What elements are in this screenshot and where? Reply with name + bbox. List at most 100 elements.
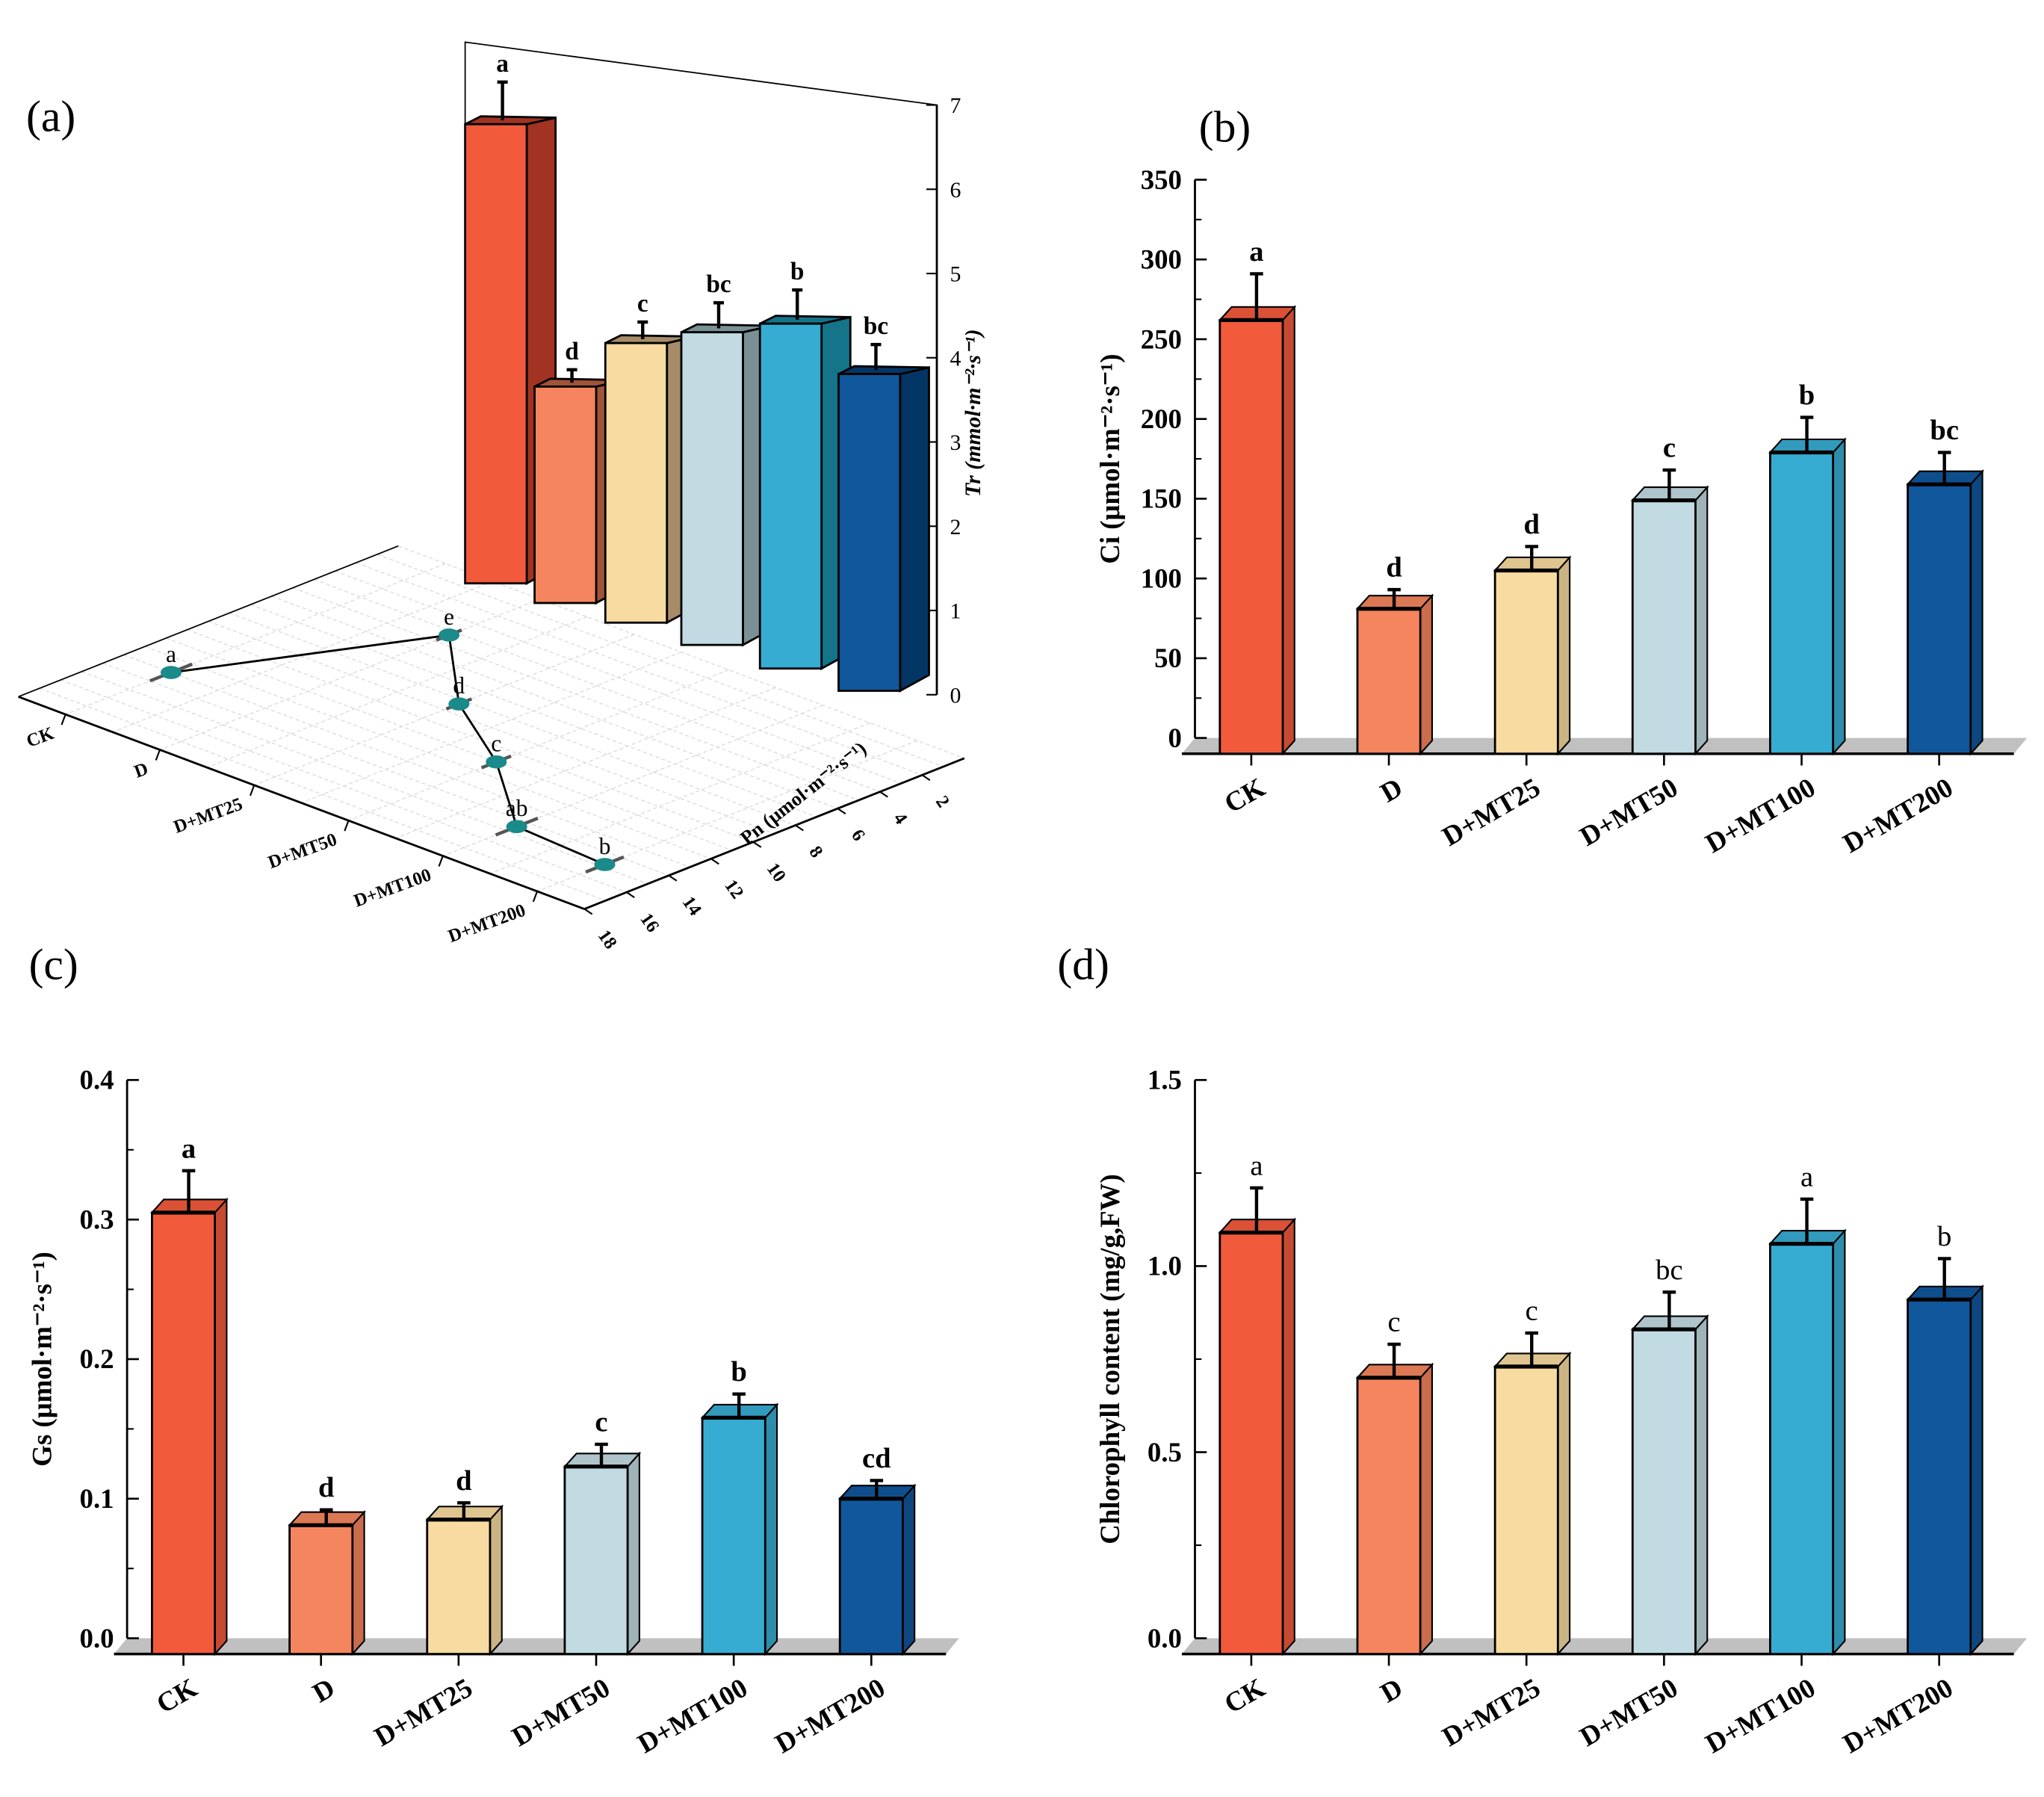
category-tick (61, 714, 66, 726)
x-tick-label: D (307, 1672, 340, 1709)
pn-tick (710, 858, 719, 865)
pn-axis-line (583, 757, 965, 910)
bar-side (1557, 1351, 1571, 1657)
significance-letter: c (491, 731, 501, 757)
pn-tick-label: 14 (678, 893, 705, 920)
bar-D+MT100 (1769, 451, 1835, 755)
x-tick-label: CK (1219, 772, 1271, 819)
pn-tick-label: 10 (763, 859, 790, 886)
pn-axis-title: Pn (μmol·m⁻²·s⁻¹) (737, 737, 871, 849)
panel-label: (c) (29, 939, 78, 989)
panel-b-ci-chart: (b) 0 50 100 150 200 250 300 350 Ci (μmol·m⁻²·s⁻¹… (1094, 102, 2028, 859)
x-tick-label: D+MT200 (769, 1672, 890, 1760)
bar3d-D+MT50 (680, 331, 744, 646)
significance-letter: d (1386, 552, 1402, 584)
category-label: D+MT100 (351, 865, 434, 911)
y-axis-title: Chlorophyll content (mg/g,FW) (1094, 1174, 1125, 1544)
pn-tick (668, 874, 678, 882)
y-tick-label: 1.5 (1148, 1065, 1182, 1095)
category-tick (344, 820, 350, 832)
significance-letter: d (453, 672, 465, 699)
panel-label: (a) (26, 92, 75, 141)
bar3d-D+MT25 (604, 341, 669, 624)
significance-letter: e (444, 604, 454, 630)
y-tick-label: 50 (1154, 643, 1182, 673)
significance-letter: cd (862, 1443, 891, 1474)
floor-grid-line (442, 705, 823, 857)
pn-tick (795, 824, 804, 832)
bar-D+MT200 (1907, 483, 1972, 755)
x-tick-label: D+MT100 (632, 1672, 752, 1760)
pn-tick-label: 2 (932, 792, 953, 811)
pn-tick-label: 4 (889, 809, 911, 829)
significance-letter: d (456, 1465, 472, 1497)
category-label: D+MT50 (265, 829, 339, 873)
category-label: CK (24, 723, 57, 752)
x-tick-label: D+MT100 (1700, 1672, 1821, 1760)
tr-tick-label: 4 (950, 346, 961, 371)
floor-grid-line (253, 634, 635, 786)
pn-tick-label: 12 (720, 876, 747, 903)
significance-letter: a (496, 50, 509, 78)
bar-side (351, 1509, 365, 1657)
significance-letter: d (1524, 509, 1540, 540)
pn-tick (583, 908, 593, 915)
pn-tick (837, 808, 846, 814)
bar-side (1694, 485, 1709, 756)
bar-side (1694, 1314, 1709, 1657)
floor-grid-line (356, 562, 923, 776)
bar-side (1557, 555, 1571, 756)
category-axis-line (18, 696, 585, 910)
significance-letter: c (637, 290, 648, 318)
y-tick-label: 0.4 (80, 1065, 114, 1095)
significance-letter: a (166, 641, 176, 667)
bar-D (288, 1524, 354, 1655)
significance-letter: b (1937, 1221, 1951, 1252)
floor-grid-line (39, 687, 606, 901)
bar3d-CK (464, 123, 528, 585)
significance-letter: d (318, 1472, 335, 1503)
significance-letter: ab (506, 795, 528, 821)
tr-tick-label: 7 (950, 93, 961, 118)
floor-grid-line (229, 612, 796, 826)
bar-side (1832, 1228, 1846, 1657)
panel-label: (b) (1199, 102, 1251, 152)
significance-letter: b (1799, 380, 1815, 411)
category-label: D (131, 758, 151, 782)
pn-tick-label: 8 (805, 843, 826, 862)
bar-D+MT50 (1631, 1328, 1697, 1655)
y-tick-label: 0 (1168, 723, 1182, 753)
floor-grid-line (81, 671, 648, 885)
y-tick-label: 1.0 (1148, 1251, 1182, 1281)
panel-a-3d-chart: (a)CKDD+MT25D+MT50D+MT100D+MT20024681012… (18, 41, 985, 953)
x-tick-label: D+MT50 (1574, 772, 1682, 852)
pn-point-D+MT100 (506, 820, 527, 834)
category-label: D+MT25 (171, 794, 245, 838)
bar-side (1832, 437, 1846, 756)
y-tick-label: 200 (1141, 403, 1182, 434)
significance-letter: b (731, 1356, 746, 1388)
floor-grid-line (395, 687, 776, 839)
floor-grid-line (206, 616, 587, 768)
bar-CK (1218, 1231, 1284, 1655)
x-tick-label: CK (151, 1671, 202, 1719)
panel-d-chlorophyll-chart: (d) 0.0 0.5 1.0 1.5 Chlorophyll content (mg/g… (1057, 939, 2028, 1760)
pn-point-D+MT200 (594, 858, 616, 871)
x-tick-label: D+MT25 (1437, 772, 1545, 852)
floor-shadow (114, 1638, 959, 1654)
floor-grid-line (159, 599, 540, 751)
bar3d-D (533, 385, 598, 604)
significance-letter: c (595, 1406, 607, 1438)
floor-grid-line (187, 629, 754, 843)
bar-D+MT50 (1631, 499, 1697, 755)
floor-shadow (1181, 1638, 2028, 1654)
y-tick-label: 0.0 (80, 1623, 114, 1654)
x-tick-label: D+MT200 (1838, 772, 1958, 859)
bar-D+MT25 (426, 1518, 492, 1655)
x-tick-label: CK (1219, 1671, 1271, 1719)
significance-letter: a (1800, 1161, 1813, 1193)
bar-side (489, 1504, 503, 1657)
x-tick-label: D+MT50 (1574, 1672, 1682, 1752)
bar-D+MT200 (1907, 1298, 1972, 1655)
